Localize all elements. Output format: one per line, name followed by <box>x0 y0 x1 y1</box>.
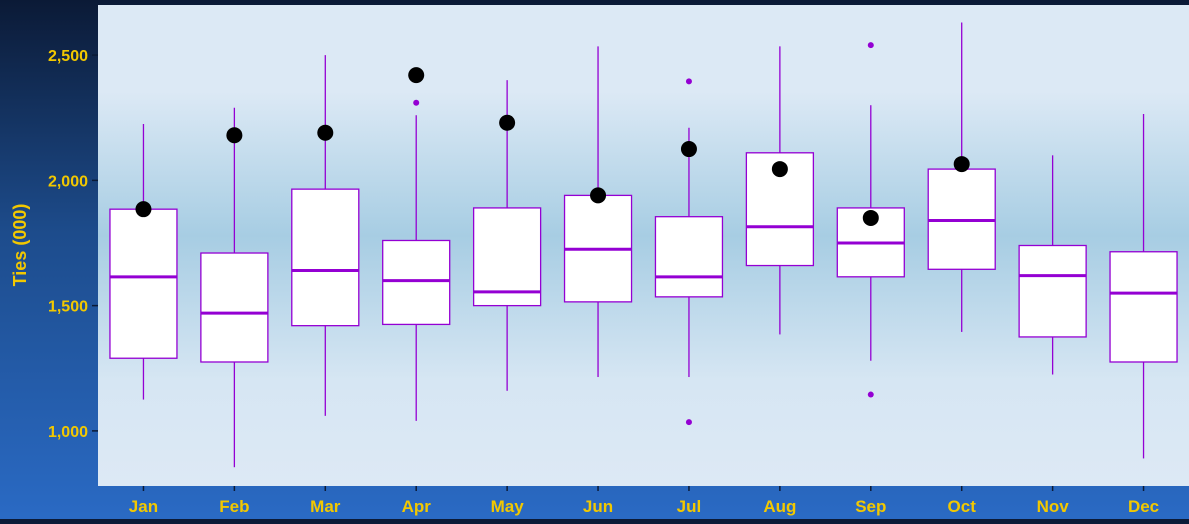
x-tick-label: Nov <box>1037 497 1070 516</box>
outlier-point <box>685 419 692 426</box>
y-tick-label: 2,000 <box>48 173 88 190</box>
iqr-box <box>200 252 269 363</box>
box-jun <box>563 46 633 378</box>
box-dec <box>1109 113 1178 459</box>
x-tick-label: Oct <box>948 497 977 516</box>
y-tick-label: 2,500 <box>48 48 88 65</box>
current-year-point <box>953 156 970 173</box>
iqr-box <box>472 207 542 307</box>
y-axis: 1,000 1,500 2,000 2,500 <box>48 48 98 441</box>
iqr-box <box>1109 251 1178 363</box>
box-nov <box>1018 155 1087 375</box>
x-tick-label: Mar <box>310 497 341 516</box>
iqr-box <box>291 188 360 327</box>
box-oct <box>927 22 996 332</box>
current-year-point <box>590 187 607 204</box>
x-tick-label: May <box>491 497 525 516</box>
current-year-point <box>226 127 243 144</box>
plot-panel <box>98 5 1189 486</box>
outlier-point <box>867 42 874 49</box>
iqr-box <box>654 216 724 298</box>
current-year-point <box>680 141 697 158</box>
iqr-box <box>1018 244 1087 338</box>
x-tick-label: Jun <box>583 497 613 516</box>
current-year-point <box>499 114 516 131</box>
box-jul <box>654 78 724 426</box>
current-year-point <box>408 67 425 84</box>
x-tick-label: Dec <box>1128 497 1159 516</box>
box-apr <box>382 67 451 421</box>
x-axis: Jan Feb Mar Apr May Jun Jul Aug Sep Oct Nov Dec <box>129 486 1159 516</box>
x-tick-label: Jan <box>129 497 158 516</box>
box-feb <box>200 107 269 468</box>
box-mar <box>291 55 360 416</box>
box-jan <box>109 123 178 400</box>
box-may <box>472 80 542 391</box>
box-sep <box>836 42 905 398</box>
box-aug <box>745 46 815 335</box>
x-tick-label: Jul <box>677 497 702 516</box>
outlier-point <box>413 99 420 106</box>
iqr-box <box>382 239 451 326</box>
current-year-point <box>135 201 152 218</box>
y-tick-label: 1,000 <box>48 424 88 441</box>
iqr-box <box>109 208 178 359</box>
y-axis-label: Ties (000) <box>10 204 30 287</box>
current-year-point <box>317 124 334 141</box>
outlier-point <box>867 391 874 398</box>
x-tick-label: Aug <box>763 497 796 516</box>
outlier-point <box>685 78 692 85</box>
boxes-layer <box>109 22 1178 468</box>
current-year-point <box>862 209 879 226</box>
x-tick-label: Sep <box>855 497 886 516</box>
x-tick-label: Feb <box>219 497 249 516</box>
y-tick-label: 1,500 <box>48 299 88 316</box>
current-year-point <box>771 161 788 178</box>
x-tick-label: Apr <box>402 497 432 516</box>
